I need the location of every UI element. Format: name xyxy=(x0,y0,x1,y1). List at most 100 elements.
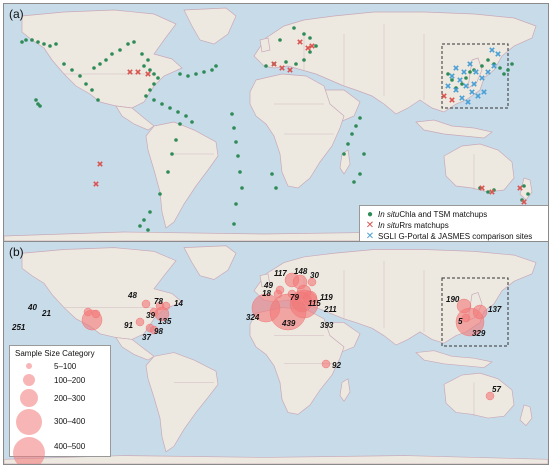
chla-tsm-matchup-point xyxy=(232,222,236,226)
land-south-america xyxy=(145,121,219,229)
chla-tsm-matchup-point xyxy=(460,82,464,86)
chla-tsm-matchup-point xyxy=(104,58,108,62)
legend-row-chla: ● In situ Chla and TSM matchups xyxy=(364,209,548,220)
chla-tsm-matchup-point xyxy=(148,68,152,72)
rrs-matchup-cross xyxy=(521,199,527,205)
sample-count-label: 324 xyxy=(246,313,260,322)
chla-tsm-matchup-point xyxy=(168,106,172,110)
sample-count-label: 57 xyxy=(492,385,501,394)
sample-count-label: 393 xyxy=(320,321,334,330)
chla-tsm-matchup-point xyxy=(264,64,268,68)
legend-text-0: Chla and TSM matchups xyxy=(399,210,488,219)
chla-tsm-matchup-point xyxy=(78,74,82,78)
sgli-comparison-site-cross xyxy=(491,63,497,69)
chla-tsm-matchup-point xyxy=(156,76,160,80)
sample-count-label: 91 xyxy=(124,321,133,330)
chla-tsm-matchup-point xyxy=(148,88,152,92)
sample-count-label: 119 xyxy=(320,293,333,302)
chla-tsm-matchup-point xyxy=(238,170,242,174)
sample-count-label: 79 xyxy=(290,293,299,302)
sgli-comparison-site-cross xyxy=(489,47,495,53)
land-greenland xyxy=(183,245,237,280)
chla-tsm-matchup-point xyxy=(302,32,306,36)
chla-tsm-matchup-point xyxy=(522,184,526,188)
land-north-america xyxy=(21,247,183,340)
sample-count-label: 48 xyxy=(127,291,137,300)
sample-size-bubble xyxy=(81,309,103,331)
sample-count-label: 92 xyxy=(332,361,341,370)
sample-count-label: 37 xyxy=(142,333,151,342)
rrs-matchup-cross xyxy=(287,67,293,73)
rrs-matchup-cross xyxy=(145,71,151,77)
chla-tsm-matchup-point xyxy=(178,72,182,76)
chla-tsm-matchup-point xyxy=(70,68,74,72)
rrs-matchup-cross xyxy=(127,69,133,75)
chla-tsm-matchup-point xyxy=(186,74,190,78)
legend-circle-4 xyxy=(16,409,42,435)
land-africa xyxy=(249,73,345,189)
chla-tsm-matchup-point xyxy=(194,72,198,76)
land-south-america xyxy=(145,352,219,453)
chla-tsm-matchup-point xyxy=(132,40,136,44)
chla-tsm-matchup-point xyxy=(270,172,274,176)
land-group-a xyxy=(4,7,548,241)
chla-tsm-matchup-point xyxy=(480,64,484,68)
rrs-matchup-cross xyxy=(271,61,277,67)
sgli-comparison-site-cross xyxy=(485,69,491,75)
sgli-comparison-site-cross xyxy=(475,93,481,99)
chla-tsm-matchup-point xyxy=(140,52,144,56)
sample-count-label: 5 xyxy=(458,317,463,326)
chla-tsm-matchup-point xyxy=(92,66,96,70)
sgli-comparison-site-cross xyxy=(473,69,479,75)
chla-tsm-matchup-point xyxy=(294,62,298,66)
sample-size-bubble xyxy=(307,277,317,287)
sample-count-label: 21 xyxy=(41,309,51,318)
rrs-matchup-cross xyxy=(93,181,99,187)
chla-tsm-matchup-point xyxy=(346,142,350,146)
land-indonesia xyxy=(415,350,493,368)
sgli-comparison-site-cross xyxy=(445,83,451,89)
land-africa xyxy=(249,307,345,415)
chla-tsm-matchup-point xyxy=(308,50,312,54)
chla-tsm-matchup-point xyxy=(308,36,312,40)
chla-tsm-matchup-point xyxy=(98,62,102,66)
sample-count-label: 18 xyxy=(262,289,271,298)
sgli-comparison-site-cross xyxy=(453,65,459,71)
rrs-matchup-cross xyxy=(309,43,315,49)
sgli-comparison-site-cross xyxy=(471,81,477,87)
chla-tsm-matchup-point xyxy=(96,98,100,102)
land-central-america xyxy=(115,105,155,131)
chla-tsm-matchup-point xyxy=(152,82,156,86)
sample-size-bubble xyxy=(135,317,145,327)
sample-size-bubble xyxy=(455,307,485,337)
rrs-matchup-cross xyxy=(305,45,311,51)
land-australia xyxy=(443,143,515,193)
chla-tsm-matchup-point xyxy=(450,78,454,82)
sgli-comparison-site-cross xyxy=(457,77,463,83)
chla-tsm-matchup-point xyxy=(178,122,182,126)
chla-tsm-matchup-point xyxy=(126,42,130,46)
chla-tsm-matchup-point xyxy=(90,88,94,92)
land-eurasia xyxy=(253,11,537,115)
sample-count-label: 137 xyxy=(488,305,502,314)
chla-tsm-matchup-point xyxy=(54,42,58,46)
chla-tsm-matchup-point xyxy=(20,40,24,44)
chla-tsm-matchup-point xyxy=(110,52,114,56)
legend-circle-5 xyxy=(13,437,45,464)
sample-count-label: 135 xyxy=(158,317,172,326)
sample-count-label: 39 xyxy=(146,311,155,320)
land-uk xyxy=(259,273,271,288)
sample-count-label: 190 xyxy=(446,295,460,304)
sample-size-bubble xyxy=(321,359,331,369)
chla-tsm-matchup-point xyxy=(24,38,28,42)
panel-a-label: (a) xyxy=(9,7,24,21)
sgli-comparison-site-cross xyxy=(465,99,471,105)
legend-row-rrs: ✕ In situ Rrs matchups xyxy=(364,220,548,231)
sample-count-label: 98 xyxy=(154,327,163,336)
sample-size-legend: Sample Size Category 5–100 100–200 200–3… xyxy=(9,345,111,464)
land-australia xyxy=(443,372,515,419)
chla-tsm-matchup-point xyxy=(468,70,472,74)
chla-tsm-matchup-point xyxy=(342,152,346,156)
sample-count-label: 115 xyxy=(308,299,321,308)
rrs-matchup-cross xyxy=(279,65,285,71)
